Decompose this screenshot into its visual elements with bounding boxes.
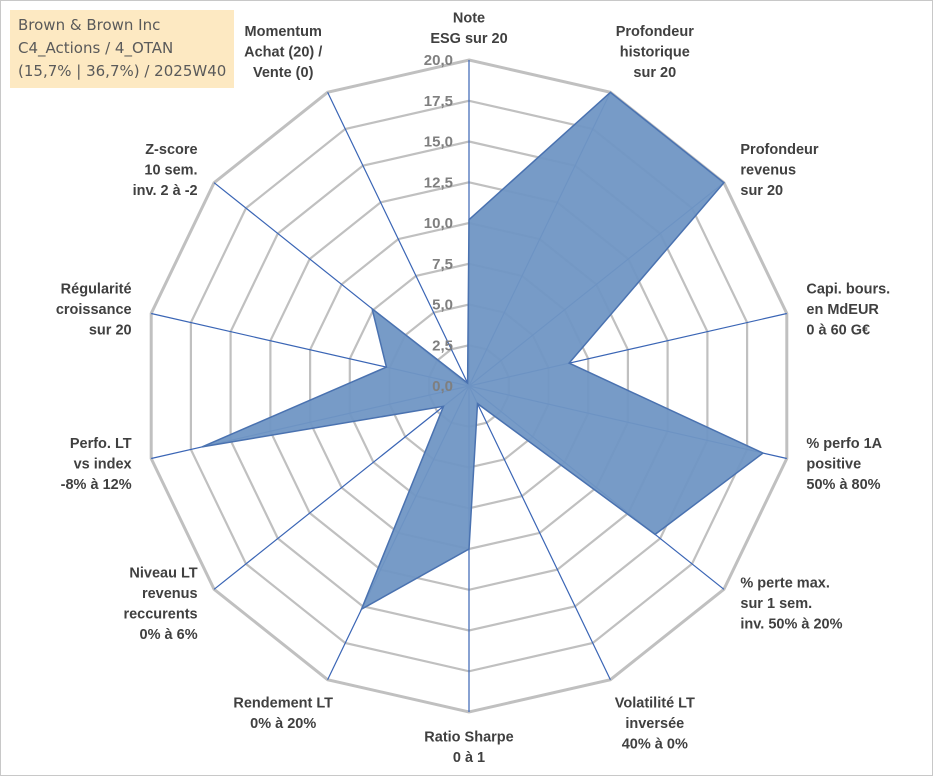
axis-label-line: 0% à 20% [250,716,316,732]
axis-label-10: Perfo. LT vs index -8% à 12% [61,436,132,493]
axis-label-11: Régularité croissance sur 20 [56,281,132,338]
radial-tick-label: 2,5 [432,337,453,354]
axis-label-line: reccurents [123,607,197,623]
title-stats: (15,7% | 36,7%) / 2025W40 [18,60,226,83]
axis-label-line: positive [806,457,861,473]
axis-label-7: Ratio Sharpe 0 à 1 [424,730,513,767]
axis-label-12: Z-score 10 sem. inv. 2 à -2 [133,142,198,199]
axis-label-line: Achat (20) / [244,44,322,60]
radial-tick-label: 10,0 [424,215,453,232]
axis-label-line: Perfo. LT [70,436,132,452]
radial-tick-label: 12,5 [424,174,453,191]
axis-label-line: Ratio Sharpe [424,730,513,746]
axis-label-line: % perte max. [740,576,829,592]
axis-label-line: Z-score [145,142,197,158]
axis-label-line: sur 20 [740,183,783,199]
axis-label-line: Vente (0) [253,65,314,81]
axis-label-1: Profondeur historique sur 20 [616,24,694,81]
axis-label-line: Profondeur [740,142,818,158]
axis-label-line: ESG sur 20 [430,31,507,47]
axis-label-line: croissance [56,302,132,318]
radial-tick-label: 15,0 [424,134,453,151]
radial-tick-label: 20,0 [424,52,453,69]
axis-label-2: Profondeur revenus sur 20 [740,142,818,199]
axis-label-0: Note ESG sur 20 [430,11,507,48]
radial-tick-label: 17,5 [424,93,453,110]
axis-label-13: Momentum Achat (20) / Vente (0) [244,24,322,81]
title-company: Brown & Brown Inc [18,14,226,37]
axis-label-5: % perte max. sur 1 sem. inv. 50% à 20% [740,576,842,633]
axis-label-line: % perfo 1A [806,436,882,452]
axis-label-line: Capi. bours. [806,281,890,297]
axis-label-line: 50% à 80% [806,477,880,493]
axis-label-line: Volatilité LT [615,696,695,712]
axis-label-line: Régularité [61,281,132,297]
axis-label-line: 40% à 0% [622,737,688,753]
axis-label-line: 0% à 6% [140,627,198,643]
axis-label-9: Niveau LT revenus reccurents 0% à 6% [123,566,197,644]
axis-label-line: 0 à 1 [453,750,485,766]
axis-label-line: Profondeur [616,24,694,40]
axis-label-line: -8% à 12% [61,477,132,493]
axis-label-line: sur 20 [89,322,132,338]
axis-label-line: 10 sem. [144,162,197,178]
radial-tick-label: 7,5 [432,256,453,273]
radial-tick-label: 0,0 [432,378,453,395]
axis-label-line: Note [453,11,485,27]
axis-label-8: Rendement LT 0% à 20% [233,696,333,733]
axis-label-line: sur 20 [633,65,676,81]
axis-label-line: en MdEUR [806,302,879,318]
axis-label-line: vs index [74,457,132,473]
axis-label-line: sur 1 sem. [740,596,812,612]
title-category: C4_Actions / 4_OTAN [18,37,226,60]
tick-layer: 0,0 2,5 5,0 7,5 10,0 12,5 15,0 17,5 20,0 [424,52,453,395]
axis-label-line: Niveau LT [129,566,197,582]
axis-label-line: 0 à 60 G€ [806,322,870,338]
axis-label-line: inv. 50% à 20% [740,617,842,633]
axis-label-line: Momentum [245,24,322,40]
axis-label-line: inversée [625,716,684,732]
axis-label-line: revenus [142,586,198,602]
axis-label-4: % perfo 1A positive 50% à 80% [806,436,882,493]
axis-label-line: inv. 2 à -2 [133,183,198,199]
axis-label-line: Rendement LT [233,696,333,712]
axis-label-6: Volatilité LT inversée 40% à 0% [615,696,695,753]
axis-label-3: Capi. bours. en MdEUR 0 à 60 G€ [806,281,890,338]
chart-title-box: Brown & Brown Inc C4_Actions / 4_OTAN (1… [10,10,234,88]
axis-label-line: historique [620,44,690,60]
radial-tick-label: 5,0 [432,297,453,314]
axis-label-line: revenus [740,162,796,178]
